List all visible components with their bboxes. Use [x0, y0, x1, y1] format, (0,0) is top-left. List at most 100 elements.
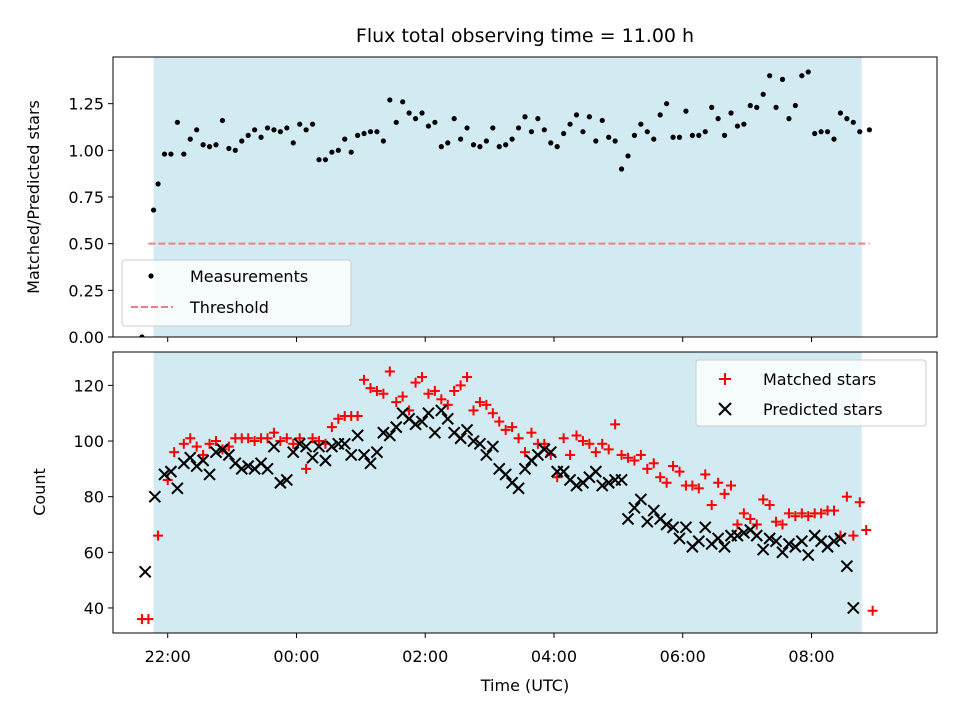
measurement-point — [239, 138, 245, 144]
legend-predicted-marker — [718, 402, 732, 416]
predicted-star-point — [634, 493, 648, 506]
measurement-point — [271, 127, 277, 133]
matched-star-point — [841, 491, 852, 502]
measurement-point — [567, 121, 573, 127]
legend-measurements-marker — [148, 273, 154, 279]
measurement-point — [200, 142, 206, 148]
measurement-point — [606, 134, 612, 140]
measurement-point — [367, 129, 374, 135]
matched-star-point — [410, 377, 421, 388]
predicted-star-point — [306, 451, 319, 464]
predicted-star-point — [718, 540, 731, 553]
measurement-point — [309, 121, 316, 127]
legend-matched-marker — [719, 373, 731, 385]
top-y-tick-label: 0.00 — [68, 328, 104, 347]
matched-star-point — [384, 366, 395, 377]
predicted-star-point — [325, 440, 339, 453]
measurement-point — [355, 132, 361, 138]
predicted-star-point — [370, 445, 384, 459]
predicted-star-point — [377, 426, 390, 439]
predicted-star-point — [171, 482, 184, 495]
measurement-point — [773, 104, 779, 110]
bottom-axes-frame — [112, 351, 938, 634]
measurement-point — [213, 142, 219, 148]
measurement-point — [548, 140, 554, 146]
matched-star-point — [513, 433, 524, 444]
predicted-star-point — [222, 448, 236, 462]
matched-star-point — [462, 372, 473, 383]
matched-star-point — [655, 472, 666, 483]
measurement-point — [252, 127, 258, 133]
measurement-point — [638, 121, 644, 127]
predicted-star-point — [570, 479, 583, 492]
measurement-point — [850, 119, 856, 125]
top-legend: Measurements Threshold — [121, 259, 352, 327]
matched-star-point — [520, 447, 530, 458]
predicted-star-point — [557, 465, 570, 478]
matched-star-point — [783, 508, 794, 519]
measurement-point — [528, 129, 535, 135]
top-y-tick-label: 1.25 — [68, 95, 104, 114]
top-y-tick-label: 0.75 — [68, 188, 104, 207]
matched-star-point — [281, 433, 292, 444]
matched-star-point — [597, 438, 608, 449]
bottom-y-tick-label: 40 — [84, 599, 104, 618]
measurement-point — [477, 144, 483, 150]
predicted-star-point — [299, 440, 313, 453]
matched-star-point — [449, 385, 460, 396]
matched-star-point — [494, 416, 505, 427]
measurement-point — [631, 132, 638, 138]
measurement-point — [599, 117, 605, 124]
measurement-point — [522, 114, 528, 120]
measurement-point — [573, 112, 580, 118]
matched-star-point — [700, 469, 711, 480]
measurement-point — [760, 91, 766, 97]
measurement-point — [361, 130, 367, 137]
matched-star-point — [616, 449, 627, 460]
matched-star-point — [584, 438, 595, 449]
predicted-star-point — [390, 420, 403, 434]
measurement-point — [245, 132, 251, 138]
measurement-point — [541, 127, 547, 133]
matched-star-point — [571, 430, 582, 441]
predicted-star-point — [641, 515, 654, 528]
matched-star-point — [854, 497, 865, 508]
predicted-star-point — [795, 534, 809, 548]
measurement-point — [715, 116, 721, 122]
measurement-point — [509, 136, 515, 142]
matched-star-point — [178, 438, 189, 449]
measurement-point — [831, 136, 837, 142]
measurement-point — [335, 147, 341, 153]
matched-star-point — [693, 483, 704, 494]
measurement-point — [316, 157, 322, 163]
matched-star-point — [668, 461, 679, 472]
measurement-point — [866, 127, 873, 133]
matched-star-point — [314, 436, 324, 447]
predicted-star-point — [357, 448, 371, 462]
predicted-star-point — [467, 434, 480, 448]
measurement-point — [496, 144, 502, 150]
predicted-star-point — [364, 457, 377, 470]
measurement-point — [406, 110, 412, 116]
measurement-point — [226, 145, 232, 152]
matched-star-point — [565, 449, 576, 460]
x-tick-label: 06:00 — [660, 647, 706, 666]
matched-star-point — [777, 519, 788, 530]
predicted-star-point — [840, 560, 854, 573]
matched-star-point — [642, 463, 653, 474]
bottom-legend: Matched stars Predicted stars — [695, 359, 927, 427]
predicted-star-point — [422, 407, 435, 420]
measurement-point — [676, 134, 683, 140]
measurement-point — [580, 129, 586, 135]
matched-star-point — [661, 477, 672, 488]
measurement-point — [709, 104, 715, 110]
predicted-star-point — [312, 440, 326, 453]
matched-star-point — [169, 447, 180, 458]
measurement-point — [187, 136, 193, 142]
predicted-star-point — [441, 412, 454, 425]
predicted-star-point — [148, 490, 162, 503]
measurement-point — [393, 119, 399, 125]
predicted-star-point — [415, 415, 429, 428]
measurement-point — [432, 119, 438, 125]
